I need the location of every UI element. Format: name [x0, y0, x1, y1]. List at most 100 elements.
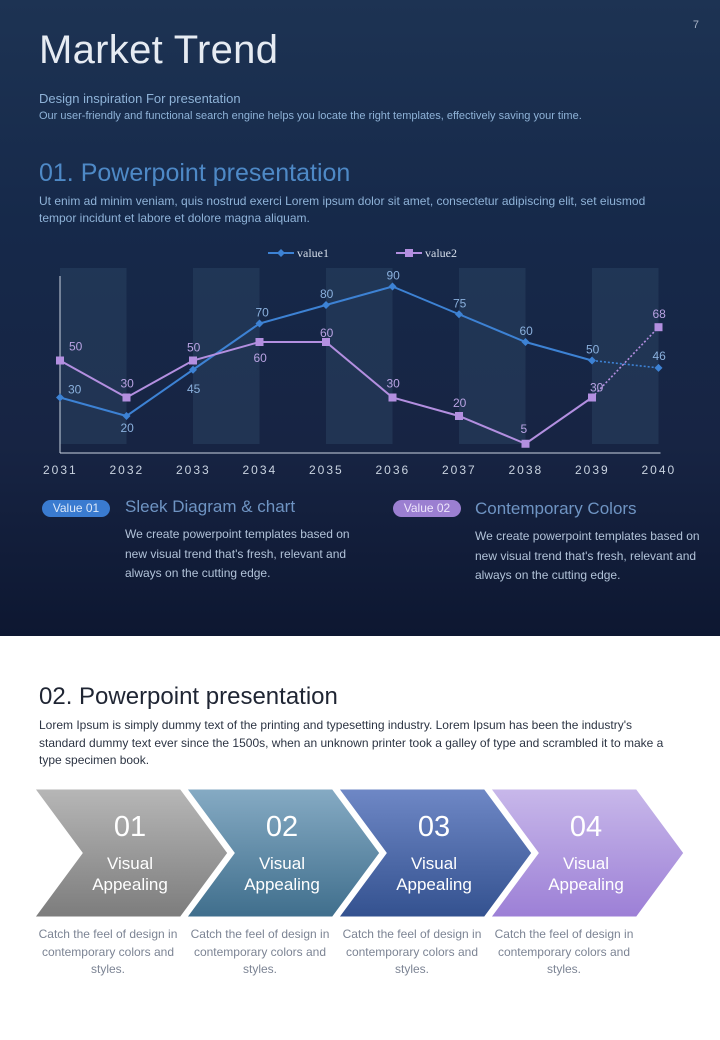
step1-number: 01	[114, 811, 146, 843]
step4-caption: Catch the feel of design in contemporary…	[494, 927, 634, 976]
data-point-value1	[588, 356, 596, 365]
step1-caption: Catch the feel of design in contemporary…	[38, 927, 178, 976]
step4-label-line2: Appealing	[548, 875, 624, 894]
chart-band	[459, 268, 526, 444]
data-point-value1	[255, 319, 264, 328]
data-label-value2: 68	[653, 307, 667, 321]
data-label-value2: 30	[387, 377, 401, 391]
data-label-value1: 75	[453, 296, 467, 310]
data-point-value2	[255, 338, 264, 346]
step2-number: 02	[266, 811, 298, 843]
chart-legend: value1 value2	[268, 246, 457, 260]
data-point-value2	[56, 356, 64, 365]
legend-label: value2	[425, 246, 457, 260]
x-tick-label: 2035	[309, 463, 344, 477]
page-number: 7	[692, 19, 699, 31]
chart-lines: 30 20 45 70 80 90 75 60 50 46 50 30 50 60 60 30 20 5 30 68	[56, 269, 666, 448]
x-tick-label: 2033	[176, 463, 211, 477]
chart-band	[60, 268, 127, 444]
step3-chevron	[334, 786, 535, 920]
step3-caption: Catch the feel of design in contemporary…	[342, 927, 482, 976]
step2-caption: Catch the feel of design in contemporary…	[190, 927, 330, 976]
step2-label-line1: Visual	[259, 854, 305, 873]
legend-marker	[405, 249, 413, 257]
data-point-value1	[455, 310, 463, 319]
data-point-value1	[56, 393, 64, 402]
process-chevrons: 01 Visual Appealing 02 Visual Appealing 03 Visu…	[30, 786, 687, 920]
data-label-value1: 60	[520, 324, 534, 338]
x-tick-label: 2031	[43, 463, 78, 477]
step1-label-line1: Visual	[107, 854, 153, 873]
data-label-value1: 50	[586, 343, 600, 357]
x-tick-label: 2032	[110, 463, 145, 477]
data-point-value2	[322, 338, 330, 346]
data-label-value2: 20	[453, 396, 467, 410]
data-label-value1: 45	[187, 382, 201, 396]
data-point-value2	[654, 323, 663, 332]
series-projection-value2	[591, 326, 660, 399]
data-label-value2: 60	[254, 351, 268, 365]
value-02-badge: Value 02	[393, 500, 461, 517]
feature2-title: Contemporary Colors	[475, 499, 637, 518]
chart-x-labels: 2031 2032 2033 2034 2035 2036 2037 2038 2039 2040	[43, 463, 677, 477]
data-label-value1: 46	[653, 349, 667, 363]
data-label-value1: 70	[256, 306, 270, 320]
data-label-value2: 5	[521, 422, 528, 436]
data-point-value1	[654, 363, 663, 372]
chart-band	[326, 268, 393, 444]
step3-label-line1: Visual	[411, 854, 457, 873]
x-tick-label: 2039	[575, 463, 610, 477]
data-point-value2	[189, 356, 197, 365]
step1-label-line2: Appealing	[92, 875, 168, 894]
legend-label: value1	[297, 246, 329, 260]
step1-chevron	[30, 786, 231, 920]
data-point-value1	[322, 301, 330, 309]
feature2-text: We create powerpoint templates based on …	[475, 529, 700, 582]
feature1-text: We create powerpoint templates based on …	[125, 527, 350, 580]
data-point-value1	[189, 365, 197, 374]
feature1-title: Sleek Diagram & chart	[125, 497, 296, 516]
step4-chevron	[486, 786, 687, 920]
data-label-value2: 60	[320, 326, 334, 340]
value-01-badge: Value 01	[42, 500, 110, 517]
legend-marker	[277, 249, 285, 257]
line-chart: value1 value2 30 20 45 70 80 90 75 60 50 46 50 30 50 6…	[43, 246, 677, 477]
data-label-value1: 90	[387, 269, 401, 283]
subtitle-detail: Our user-friendly and functional search …	[39, 110, 582, 122]
section1-heading: 01. Powerpoint presentation	[39, 159, 351, 187]
chart-band	[592, 268, 659, 444]
data-point-value2	[122, 393, 131, 402]
section1-body: Ut enim ad minim veniam, quis nostrud ex…	[39, 194, 646, 225]
series-projection-value1	[591, 359, 659, 369]
x-tick-label: 2036	[376, 463, 411, 477]
chart-band	[193, 268, 260, 444]
x-tick-label: 2038	[509, 463, 544, 477]
x-tick-label: 2040	[642, 463, 677, 477]
data-label-value1: 80	[320, 287, 334, 301]
data-label-value2: 30	[590, 381, 604, 395]
page-title: Market Trend	[39, 28, 279, 72]
section2-body: Lorem Ipsum is simply dummy text of the …	[39, 718, 664, 767]
data-label-value1: 20	[121, 421, 135, 435]
x-tick-label: 2034	[243, 463, 278, 477]
data-point-value1	[521, 338, 530, 346]
step4-number: 04	[570, 811, 602, 843]
data-label-value2: 30	[121, 377, 135, 391]
step4-label-line1: Visual	[563, 854, 609, 873]
data-point-value1	[388, 282, 397, 291]
data-point-value2	[588, 393, 596, 402]
data-point-value1	[122, 412, 131, 420]
step3-number: 03	[418, 811, 450, 843]
dark-header-section: 7 Market Trend Design inspiration For pr…	[0, 0, 720, 636]
data-point-value2	[455, 412, 463, 420]
data-label-value2: 50	[69, 340, 83, 354]
subtitle: Design inspiration For presentation	[39, 91, 241, 106]
data-label-value1: 30	[68, 383, 82, 397]
data-label-value2: 50	[187, 341, 201, 355]
data-point-value2	[388, 393, 397, 402]
data-point-value2	[521, 439, 530, 448]
step2-label-line2: Appealing	[244, 875, 320, 894]
step2-chevron	[182, 786, 383, 920]
chart-bands	[60, 268, 659, 444]
section2-heading: 02. Powerpoint presentation	[39, 683, 338, 710]
